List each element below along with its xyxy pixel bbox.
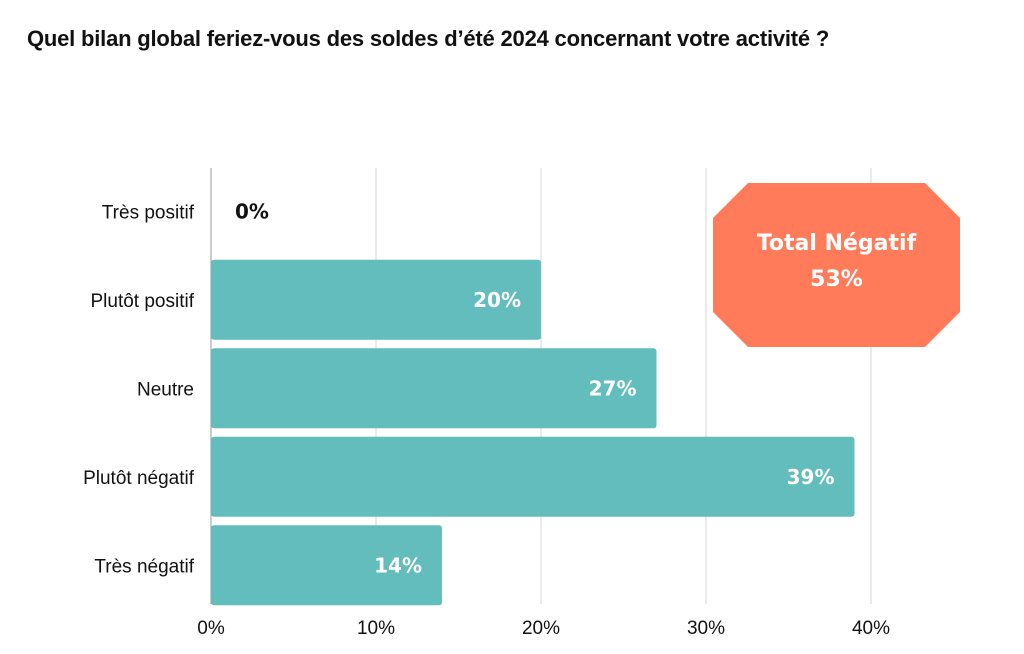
data-label: 20% bbox=[473, 288, 521, 312]
x-tick-label: 30% bbox=[687, 618, 725, 639]
callout-line2: 53% bbox=[810, 267, 863, 292]
labels: Très positif 0% Plutôt positif 20% Neutre 27%… bbox=[83, 199, 834, 577]
data-label: 0% bbox=[235, 199, 269, 223]
callout-octagon bbox=[713, 183, 960, 347]
category-label: Neutre bbox=[137, 379, 194, 400]
x-axis-ticks: 0% 10% 20% 30% 40% bbox=[197, 618, 890, 639]
bar bbox=[211, 525, 442, 606]
bar bbox=[211, 348, 657, 429]
callout-line1: Total Négatif bbox=[757, 231, 917, 256]
x-tick-label: 10% bbox=[357, 618, 395, 639]
category-label: Plutôt négatif bbox=[83, 468, 195, 489]
chart-title: Quel bilan global feriez-vous des soldes… bbox=[27, 26, 830, 51]
category-label: Très positif bbox=[102, 202, 195, 223]
data-label: 39% bbox=[787, 465, 835, 489]
x-tick-label: 20% bbox=[522, 618, 560, 639]
x-tick-label: 40% bbox=[852, 618, 890, 639]
bars bbox=[211, 259, 855, 606]
data-label: 27% bbox=[589, 376, 637, 400]
bar bbox=[211, 436, 855, 517]
data-label: 14% bbox=[374, 553, 422, 577]
bar bbox=[211, 259, 541, 340]
total-negatif-callout: Total Négatif 53% bbox=[713, 183, 960, 347]
x-tick-label: 0% bbox=[197, 618, 225, 639]
category-label: Très négatif bbox=[94, 556, 194, 577]
category-label: Plutôt positif bbox=[91, 291, 195, 312]
